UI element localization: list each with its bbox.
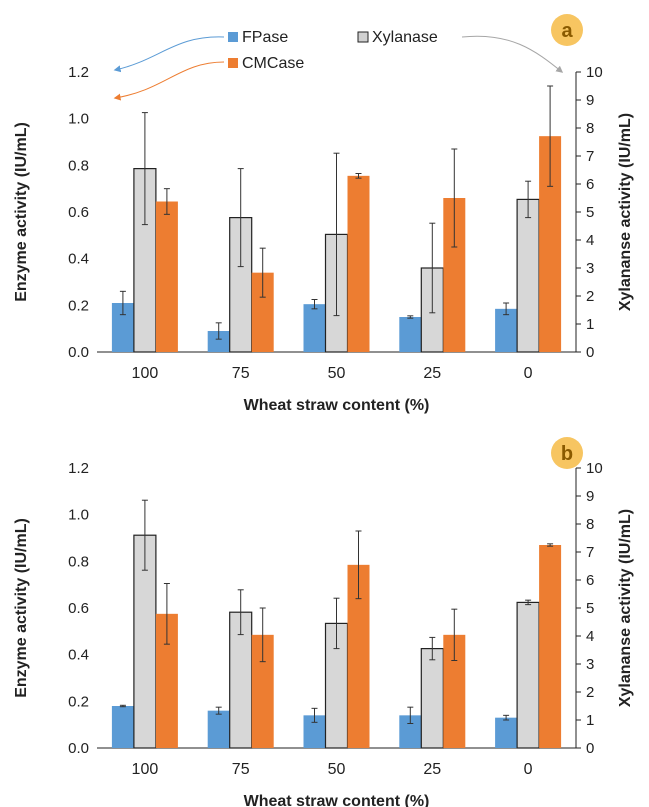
x-tick-label: 100: [132, 365, 159, 382]
legend-cmcase-label: CMCase: [242, 55, 304, 72]
bar-cmcase: [155, 201, 178, 352]
y2-tick-label: 0: [586, 344, 594, 361]
bar-cmcase: [155, 613, 178, 748]
y2-tick-label: 9: [586, 92, 594, 109]
bar-cmcase: [539, 545, 562, 748]
y2-tick-label: 1: [586, 316, 594, 333]
bar-cmcase: [347, 175, 370, 352]
fpase-axis-arrow: [113, 36, 225, 73]
bar-fpase: [111, 706, 134, 748]
y-tick-label: 1.0: [68, 507, 89, 524]
x-tick-label: 25: [423, 365, 441, 382]
y-tick-label: 0.2: [68, 297, 89, 314]
y2-tick-label: 6: [586, 176, 594, 193]
y2-tick-label: 2: [586, 684, 594, 701]
y2-tick-label: 10: [586, 64, 603, 81]
bar-cmcase: [251, 634, 274, 748]
y2-tick-label: 7: [586, 544, 594, 561]
y2-tick-label: 10: [586, 460, 603, 477]
y2-tick-label: 5: [586, 600, 594, 617]
y2-tick-label: 0: [586, 740, 594, 757]
y-tick-label: 0.0: [68, 740, 89, 757]
y-tick-label: 1.0: [68, 111, 89, 128]
y-tick-label: 1.2: [68, 460, 89, 477]
panel-badge-label: a: [561, 20, 573, 42]
panel-badge: [551, 437, 583, 469]
bar-fpase: [303, 304, 326, 352]
bar-cmcase: [443, 198, 466, 352]
bar-fpase: [207, 710, 230, 748]
bar-fpase: [495, 717, 518, 748]
y-tick-label: 0.8: [68, 157, 89, 174]
x-tick-label: 25: [423, 761, 441, 778]
x-axis-title: Wheat straw content (%): [244, 793, 430, 807]
x-tick-label: 100: [132, 761, 159, 778]
y2-axis-title: Xylananse activity (IU/mL): [617, 509, 634, 707]
legend: FPase CMCase Xylanase: [228, 29, 438, 72]
y-tick-label: 0.4: [68, 647, 89, 664]
y2-axis-title: Xylananse activity (IU/mL): [617, 113, 634, 311]
panel-badge: [551, 14, 583, 46]
bar-cmcase: [443, 634, 466, 748]
x-tick-label: 0: [524, 761, 533, 778]
y-tick-label: 0.2: [68, 693, 89, 710]
x-axis-title: Wheat straw content (%): [244, 397, 430, 414]
xylanase-axis-arrow: [461, 35, 564, 73]
y-tick-label: 0.0: [68, 344, 89, 361]
x-tick-label: 75: [232, 761, 250, 778]
x-tick-label: 0: [524, 365, 533, 382]
legend-fpase-swatch: [228, 32, 238, 42]
x-tick-label: 50: [328, 365, 346, 382]
y2-tick-label: 7: [586, 148, 594, 165]
y-tick-label: 0.6: [68, 204, 89, 221]
y2-tick-label: 6: [586, 572, 594, 589]
bar-fpase: [399, 317, 422, 352]
bar-fpase: [111, 303, 134, 352]
y-tick-label: 0.6: [68, 600, 89, 617]
y-tick-label: 0.8: [68, 553, 89, 570]
legend-xylanase-swatch: [357, 31, 369, 43]
y-axis-title: Enzyme activity (IU/mL): [13, 122, 30, 302]
bar-xylanase: [516, 601, 540, 749]
y2-tick-label: 8: [586, 516, 594, 533]
bar-xylanase: [420, 647, 444, 749]
bar-xylanase: [516, 198, 540, 353]
y2-tick-label: 2: [586, 288, 594, 305]
panel-badge-label: b: [561, 443, 573, 465]
bar-fpase: [399, 715, 422, 748]
bar-cmcase: [539, 136, 562, 352]
y2-tick-label: 4: [586, 628, 594, 645]
bar-fpase: [207, 331, 230, 352]
legend-xylanase-label: Xylanase: [372, 29, 438, 46]
panel-b: 0.0 0.2 0.4 0.6 0.8 1.0 1.2 0 1 2 3 4 5 6 7 8 9 10 100 75 50…: [13, 437, 634, 807]
y2-tick-label: 5: [586, 204, 594, 221]
legend-fpase-label: FPase: [242, 29, 288, 46]
x-tick-label: 50: [328, 761, 346, 778]
y2-tick-label: 9: [586, 488, 594, 505]
bar-fpase: [495, 308, 518, 352]
y-tick-label: 0.4: [68, 251, 89, 268]
y2-tick-label: 8: [586, 120, 594, 137]
bar-fpase: [303, 715, 326, 748]
legend-cmcase-swatch: [228, 58, 238, 68]
y2-tick-label: 1: [586, 712, 594, 729]
y2-tick-label: 4: [586, 232, 594, 249]
y2-tick-label: 3: [586, 656, 594, 673]
panel-a: 0.0 0.2 0.4 0.6 0.8 1.0 1.2 0 1 2 3 4 5 6 7 8 9 10 100 75 50…: [13, 14, 634, 414]
y-axis-title: Enzyme activity (IU/mL): [13, 518, 30, 698]
cmcase-axis-arrow: [113, 61, 225, 101]
y2-tick-label: 3: [586, 260, 594, 277]
y-tick-label: 1.2: [68, 64, 89, 81]
x-tick-label: 75: [232, 365, 250, 382]
bar-cmcase: [251, 272, 274, 352]
bar-cmcase: [347, 564, 370, 748]
